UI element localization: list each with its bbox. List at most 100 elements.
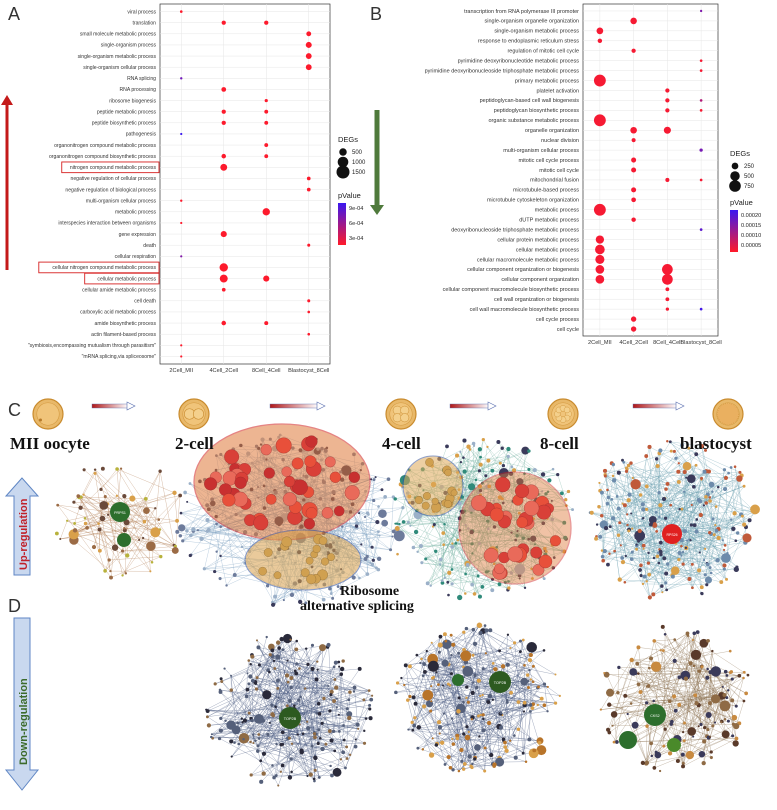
network-node	[457, 516, 462, 521]
network-node	[723, 669, 728, 674]
network-node	[437, 725, 443, 730]
network-node	[280, 763, 285, 768]
network-node	[372, 498, 376, 503]
cluster-node	[260, 444, 272, 456]
network-node	[700, 592, 704, 596]
size-legend-dot	[731, 162, 739, 170]
embryo-stage-icon	[178, 398, 210, 430]
network-node	[178, 534, 183, 538]
network-node	[310, 666, 315, 672]
color-legend-title: pValue	[338, 191, 361, 200]
network-node	[418, 543, 423, 549]
network-node	[603, 525, 609, 531]
hub-node	[489, 671, 511, 693]
network-node	[472, 681, 475, 684]
term-label: "mRNA splicing,via spliceosome"	[82, 354, 157, 360]
data-point	[630, 316, 637, 322]
network-node	[727, 689, 730, 692]
network-node	[526, 642, 537, 653]
network-node	[692, 664, 696, 668]
network-node	[448, 765, 453, 770]
data-point	[219, 274, 228, 283]
data-point	[631, 48, 636, 53]
network-node	[727, 471, 730, 475]
network-node	[731, 714, 738, 721]
network-node	[483, 624, 487, 627]
data-point	[630, 17, 637, 25]
network-node	[642, 574, 647, 579]
network-node	[427, 660, 439, 672]
network-node	[594, 536, 599, 541]
network-node	[530, 706, 535, 710]
data-point	[699, 148, 703, 152]
network-node	[689, 539, 692, 542]
network-node	[406, 520, 410, 524]
network-node	[451, 542, 454, 545]
cluster-node	[275, 437, 292, 454]
data-point	[307, 332, 311, 336]
network-node	[445, 444, 449, 449]
network-node	[738, 470, 742, 474]
network-node	[123, 527, 126, 530]
network-node	[527, 686, 530, 689]
network-node	[365, 554, 369, 559]
network-node	[121, 574, 124, 577]
network-node	[503, 745, 508, 749]
network-node	[440, 740, 445, 745]
network-node	[478, 735, 481, 738]
network-node	[342, 724, 345, 727]
cluster-node	[291, 457, 304, 470]
term-label: negative regulation of cellular process	[70, 176, 156, 182]
cluster-node	[222, 493, 236, 507]
network-node	[512, 468, 517, 473]
network-node	[277, 646, 281, 650]
color-legend-tick: 3e-04	[349, 236, 363, 242]
network-node	[472, 641, 478, 646]
data-point	[595, 254, 605, 265]
network-node	[732, 511, 737, 516]
network-node	[179, 511, 183, 515]
network-node	[306, 774, 309, 778]
network-node	[645, 701, 649, 705]
network-node	[409, 524, 412, 527]
network-node	[329, 764, 332, 768]
network-node	[471, 762, 474, 766]
network-node	[331, 729, 336, 733]
network-node	[450, 545, 454, 549]
network-node	[420, 657, 423, 661]
network-node	[215, 522, 218, 526]
cluster-node	[549, 535, 561, 547]
network-node	[260, 718, 266, 723]
network-node	[327, 684, 330, 688]
network-node	[528, 710, 532, 713]
network-node	[447, 593, 450, 597]
network-node	[242, 737, 245, 741]
network-node	[647, 444, 652, 449]
network-node	[537, 685, 540, 689]
network-node	[486, 720, 492, 726]
network-node	[606, 495, 611, 500]
network-node	[462, 630, 466, 634]
network-node	[691, 638, 695, 641]
network-node	[473, 752, 477, 756]
network-node	[413, 701, 418, 706]
network-node	[332, 767, 342, 777]
term-label: cell cycle process	[536, 317, 579, 323]
term-label: cellular respiration	[115, 254, 157, 260]
network-node	[442, 632, 447, 637]
network-node	[697, 725, 700, 728]
term-label: pathogenesis	[126, 132, 157, 138]
term-label: metabolic process	[115, 210, 157, 216]
network-node	[107, 558, 111, 562]
network-node	[293, 704, 296, 708]
data-point	[180, 132, 183, 136]
network-node	[521, 638, 525, 642]
network-node	[642, 547, 645, 550]
network-node	[531, 664, 535, 668]
network-node	[314, 677, 319, 682]
network-node	[551, 467, 555, 471]
network-node	[476, 574, 480, 578]
network-node	[413, 716, 417, 720]
network-node	[617, 665, 621, 670]
cluster-node	[306, 574, 317, 585]
